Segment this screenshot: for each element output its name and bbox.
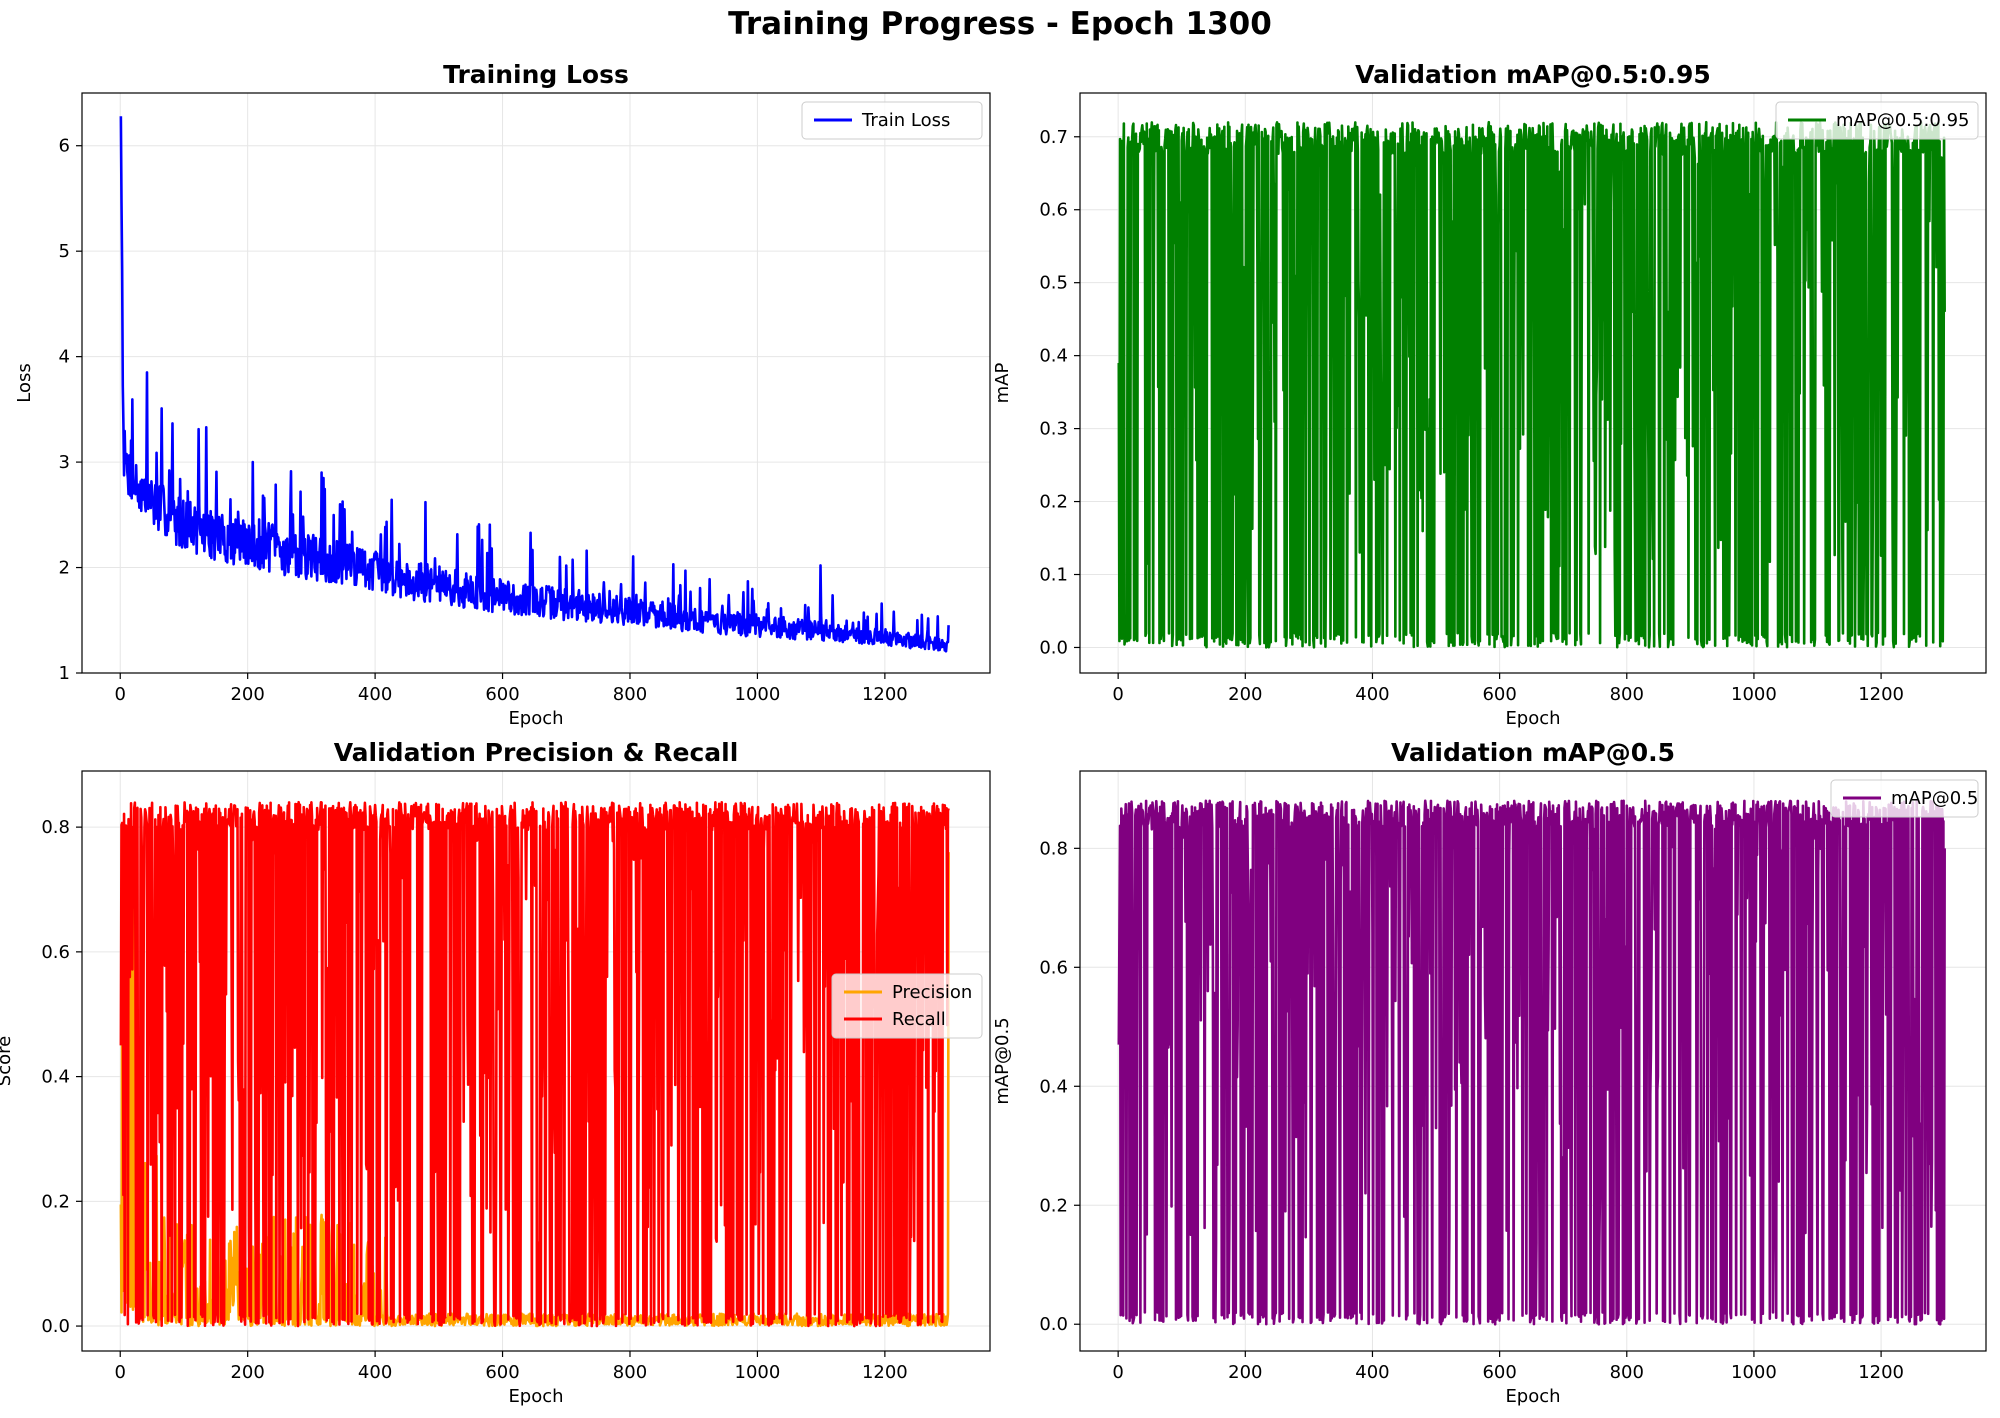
y-tick-label: 3: [59, 452, 70, 473]
x-tick-label: 1200: [862, 1362, 908, 1383]
series-line-train-loss: [119, 116, 950, 653]
x-tick-label: 0: [1112, 1362, 1123, 1383]
chart-title: Validation mAP@0.5: [1391, 738, 1675, 767]
x-tick-label: 1000: [1731, 1362, 1777, 1383]
y-tick-label: 0.7: [1039, 127, 1068, 148]
legend: Train Loss: [801, 101, 983, 140]
x-tick-label: 800: [1610, 684, 1644, 705]
y-tick-label: 4: [59, 347, 70, 368]
legend-box: [801, 101, 983, 140]
plot-area: [1117, 120, 1946, 649]
legend-label: Recall: [892, 1009, 946, 1030]
legend: mAP@0.5: [1830, 779, 1979, 818]
x-tick-label: 200: [230, 684, 264, 705]
y-tick-label: 0.4: [1039, 1076, 1068, 1097]
x-tick-label: 600: [485, 684, 519, 705]
y-tick-label: 0.3: [1039, 419, 1068, 440]
x-tick-label: 400: [1355, 684, 1389, 705]
y-tick-label: 0.4: [41, 1067, 70, 1088]
x-tick-label: 600: [1482, 1362, 1516, 1383]
x-axis-label: Epoch: [1505, 1386, 1560, 1407]
x-tick-label: 1000: [1731, 684, 1777, 705]
x-tick-label: 0: [115, 684, 126, 705]
x-axis-label: Epoch: [508, 1386, 563, 1407]
legend-box: [1830, 779, 1979, 818]
plot-area: [119, 800, 950, 1328]
chart-title: Validation Precision & Recall: [334, 738, 739, 767]
legend-box: [1775, 101, 1979, 140]
x-tick-label: 0: [1112, 684, 1123, 705]
legend-box: [831, 973, 983, 1039]
legend: Precision Recall: [831, 973, 983, 1039]
series-line-recall: [119, 800, 950, 1328]
chart-title: Validation mAP@0.5:0.95: [1355, 60, 1711, 89]
y-axis-label: Score: [0, 1036, 15, 1086]
x-axis-label: Epoch: [1505, 708, 1560, 729]
x-tick-label: 1000: [735, 1362, 781, 1383]
y-axis-label: Loss: [14, 363, 35, 402]
y-tick-label: 6: [59, 136, 70, 157]
x-tick-label: 200: [1228, 684, 1262, 705]
y-tick-label: 0.0: [41, 1316, 70, 1337]
legend: mAP@0.5:0.95: [1775, 101, 1979, 140]
axes-frame: [81, 770, 991, 1352]
series-line-map-0-5: [1117, 799, 1946, 1326]
x-tick-label: 200: [1228, 1362, 1262, 1383]
axes-frame: [81, 92, 991, 674]
figure-title: Training Progress - Epoch 1300: [728, 6, 1272, 42]
x-tick-label: 600: [485, 1362, 519, 1383]
y-tick-label: 0.5: [1039, 273, 1068, 294]
y-tick-label: 0.0: [1039, 1314, 1068, 1335]
y-tick-label: 0.6: [1039, 200, 1068, 221]
y-tick-label: 0.6: [1039, 957, 1068, 978]
x-tick-label: 1200: [1858, 1362, 1904, 1383]
y-tick-label: 2: [59, 558, 70, 579]
plot-area: [1117, 799, 1946, 1326]
x-tick-label: 800: [613, 684, 647, 705]
axes-frame: [1079, 92, 1987, 674]
x-tick-label: 1000: [735, 684, 781, 705]
legend-label: Precision: [892, 982, 972, 1003]
x-tick-label: 600: [1482, 684, 1516, 705]
y-tick-label: 0.8: [1039, 838, 1068, 859]
x-axis-label: Epoch: [508, 708, 563, 729]
x-tick-label: 400: [358, 1362, 392, 1383]
y-tick-label: 0.8: [41, 817, 70, 838]
y-tick-label: 0.2: [1039, 1195, 1068, 1216]
y-tick-label: 5: [59, 241, 70, 262]
x-tick-label: 200: [230, 1362, 264, 1383]
y-tick-label: 1: [59, 663, 70, 684]
y-tick-label: 0.0: [1039, 637, 1068, 658]
legend-label: Train Loss: [861, 110, 950, 131]
x-tick-label: 800: [1610, 1362, 1644, 1383]
y-tick-label: 0.6: [41, 942, 70, 963]
y-tick-label: 0.2: [1039, 492, 1068, 513]
x-tick-label: 400: [1355, 1362, 1389, 1383]
chart-title: Training Loss: [443, 60, 629, 89]
legend-label: mAP@0.5: [1891, 788, 1978, 809]
x-tick-label: 800: [613, 1362, 647, 1383]
y-tick-label: 0.1: [1039, 565, 1068, 586]
x-tick-label: 400: [358, 684, 392, 705]
y-axis-label: mAP@0.5: [992, 1017, 1013, 1104]
y-axis-label: mAP: [992, 363, 1013, 404]
x-tick-label: 1200: [1858, 684, 1904, 705]
legend-label: mAP@0.5:0.95: [1836, 110, 1969, 131]
x-tick-label: 1200: [862, 684, 908, 705]
y-tick-label: 0.4: [1039, 346, 1068, 367]
plot-area: [119, 116, 950, 653]
axes-frame: [1079, 770, 1987, 1352]
y-tick-label: 0.2: [41, 1191, 70, 1212]
x-tick-label: 0: [115, 1362, 126, 1383]
series-line-map-0-5-0-95: [1117, 120, 1946, 649]
